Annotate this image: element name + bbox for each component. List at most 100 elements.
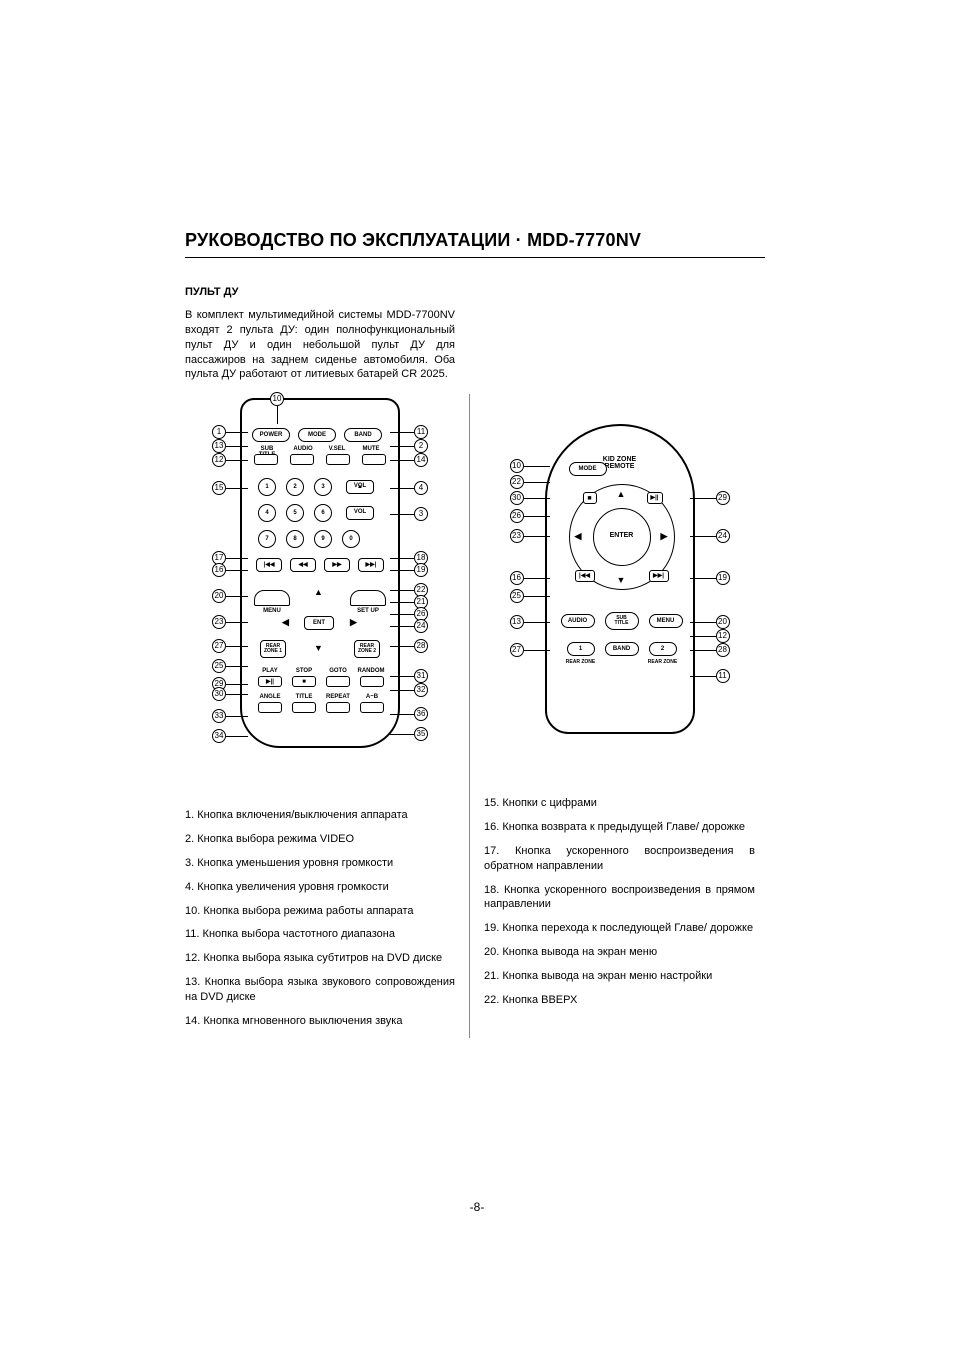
list-item: 11. Кнопка выбора частотного диапазона bbox=[185, 927, 455, 942]
next-track: ▶▶| bbox=[358, 558, 384, 572]
callout-28: 28 bbox=[716, 643, 730, 657]
intro-paragraph: В комплект мультимедийной системы MDD-77… bbox=[185, 308, 455, 382]
list-item: 13. Кнопка выбора языка звукового сопров… bbox=[185, 975, 455, 1005]
callout-15: 15 bbox=[212, 481, 226, 495]
mute-button bbox=[362, 454, 386, 465]
vol-up-label: VOL bbox=[348, 483, 372, 489]
ab-button bbox=[360, 702, 384, 713]
enter-label: ENTER bbox=[609, 532, 635, 539]
left-item-list: 1. Кнопка включения/выключения аппарата2… bbox=[185, 808, 455, 1028]
leader-line bbox=[390, 676, 414, 677]
leader-line bbox=[524, 516, 550, 517]
leader-line bbox=[690, 650, 716, 651]
band-button: BAND bbox=[344, 428, 382, 442]
vsel-button bbox=[326, 454, 350, 465]
leader-line bbox=[524, 650, 550, 651]
callout-34: 34 bbox=[212, 729, 226, 743]
leader-line bbox=[390, 714, 414, 715]
angle-label: ANGLE bbox=[258, 694, 282, 700]
digit-8: 8 bbox=[286, 530, 304, 548]
list-item: 22. Кнопка ВВЕРХ bbox=[484, 993, 755, 1008]
callout-4: 4 bbox=[414, 481, 428, 495]
callout-35: 35 bbox=[414, 727, 428, 741]
kid-prev: |◀◀ bbox=[575, 570, 595, 582]
kid-subtitle: SUB TITLE bbox=[605, 612, 639, 630]
callout-23: 23 bbox=[212, 615, 226, 629]
leader-line bbox=[524, 596, 550, 597]
section-title: ПУЛЬТ ДУ bbox=[185, 286, 765, 298]
kid-band: BAND bbox=[605, 642, 639, 656]
list-item: 4. Кнопка увеличения уровня громкости bbox=[185, 880, 455, 895]
callout-10: 10 bbox=[510, 459, 524, 473]
goto-label: GOTO bbox=[326, 668, 350, 674]
setup-label: SET UP bbox=[350, 608, 386, 614]
subtitle-button bbox=[254, 454, 278, 465]
fast-forward: ▶▶ bbox=[324, 558, 350, 572]
callout-32: 32 bbox=[414, 683, 428, 697]
list-item: 15. Кнопки с цифрами bbox=[484, 796, 755, 811]
goto-button bbox=[326, 676, 350, 687]
leader-line bbox=[226, 570, 248, 571]
callout-25: 25 bbox=[212, 659, 226, 673]
kid-mode: MODE bbox=[569, 462, 607, 476]
callout-2: 2 bbox=[414, 439, 428, 453]
menu-button bbox=[254, 590, 290, 606]
remote-kid-diagram: KID ZONE REMOTE MODE ENTER ▲ ▼ ◀ ▶ ■ ▶|| bbox=[510, 424, 730, 764]
digit-4: 4 bbox=[258, 504, 276, 522]
power-button: POWER bbox=[252, 428, 290, 442]
leader-line bbox=[690, 622, 716, 623]
remote-full-diagram: POWER MODE BAND SUB TITLE AUDIO V.SEL MU… bbox=[220, 398, 420, 768]
list-item: 16. Кнопка возврата к предыдущей Главе/ … bbox=[484, 820, 755, 835]
digit-9: 9 bbox=[314, 530, 332, 548]
leader-line bbox=[390, 446, 414, 447]
leader-line bbox=[226, 596, 248, 597]
angle-button bbox=[258, 702, 282, 713]
leader-line bbox=[390, 690, 414, 691]
leader-line bbox=[390, 460, 414, 461]
callout-27: 27 bbox=[510, 643, 524, 657]
callout-25: 25 bbox=[510, 589, 524, 603]
leader-line bbox=[390, 602, 414, 603]
callout-14: 14 bbox=[414, 453, 428, 467]
leader-line bbox=[524, 466, 550, 467]
callout-31: 31 bbox=[414, 669, 428, 683]
mute-label: MUTE bbox=[358, 446, 384, 452]
leader-line bbox=[226, 460, 248, 461]
leader-line bbox=[690, 498, 716, 499]
ab-label: A~B bbox=[360, 694, 384, 700]
leader-line bbox=[226, 488, 248, 489]
repeat-button bbox=[326, 702, 350, 713]
callout-20: 20 bbox=[212, 589, 226, 603]
ent-button: ENT bbox=[304, 616, 334, 630]
page-title: РУКОВОДСТВО ПО ЭКСПЛУАТАЦИИ · MDD-7770NV bbox=[185, 230, 765, 258]
repeat-label: REPEAT bbox=[324, 694, 352, 700]
callout-26: 26 bbox=[510, 509, 524, 523]
leader-line bbox=[390, 432, 414, 433]
page-number: -8- bbox=[0, 1200, 954, 1214]
callout-3: 3 bbox=[414, 507, 428, 521]
vol-down-label: VOL bbox=[348, 509, 372, 515]
prev-track: |◀◀ bbox=[256, 558, 282, 572]
callout-1: 1 bbox=[212, 425, 226, 439]
callout-30: 30 bbox=[212, 687, 226, 701]
callout-27: 27 bbox=[212, 639, 226, 653]
callout-16: 16 bbox=[510, 571, 524, 585]
left-column: POWER MODE BAND SUB TITLE AUDIO V.SEL MU… bbox=[185, 394, 470, 1037]
leader-line bbox=[390, 646, 414, 647]
leader-line bbox=[226, 694, 248, 695]
list-item: 19. Кнопка перехода к последующей Главе/… bbox=[484, 921, 755, 936]
leader-line bbox=[390, 590, 414, 591]
callout-24: 24 bbox=[716, 529, 730, 543]
leader-line bbox=[390, 626, 414, 627]
leader-line bbox=[390, 514, 414, 515]
random-label: RANDOM bbox=[356, 668, 386, 674]
rearzone-right-label: REAR ZONE bbox=[643, 660, 683, 665]
list-item: 20. Кнопка вывода на экран меню bbox=[484, 945, 755, 960]
callout-12: 12 bbox=[212, 453, 226, 467]
leader-line bbox=[390, 614, 414, 615]
leader-line bbox=[390, 558, 414, 559]
callout-24: 24 bbox=[414, 619, 428, 633]
leader-line bbox=[226, 558, 248, 559]
callout-30: 30 bbox=[510, 491, 524, 505]
leader-line bbox=[690, 676, 716, 677]
